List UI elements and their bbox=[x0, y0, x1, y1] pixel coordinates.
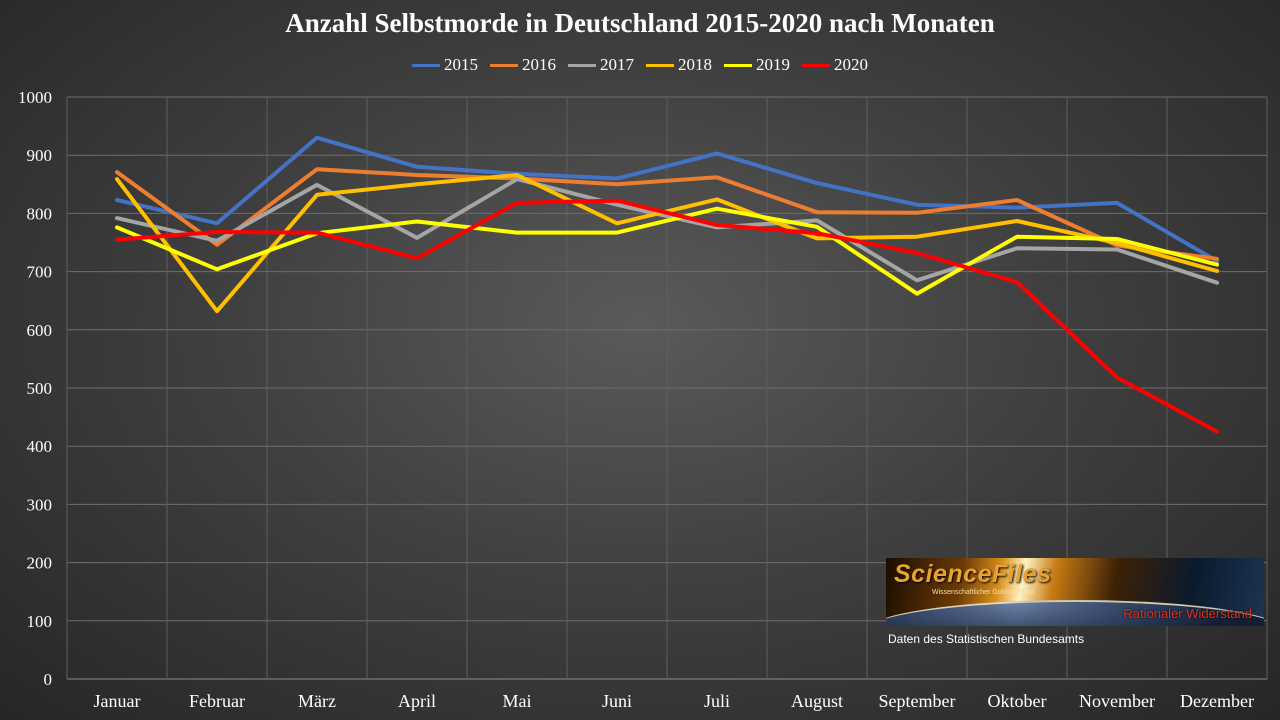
y-tick-label: 900 bbox=[27, 146, 53, 165]
x-tick-label: August bbox=[791, 691, 843, 711]
legend-label: 2017 bbox=[600, 55, 634, 74]
y-tick-label: 600 bbox=[27, 321, 53, 340]
x-tick-label: Januar bbox=[94, 691, 141, 711]
logo-tagline: Wissenschaftlicher Goldstandard bbox=[932, 589, 1035, 596]
x-tick-label: April bbox=[398, 691, 436, 711]
logo-wordmark: ScienceFiles bbox=[894, 560, 1052, 588]
y-tick-label: 700 bbox=[27, 263, 53, 282]
legend-label: 2019 bbox=[756, 55, 790, 74]
series-lines bbox=[115, 135, 1219, 434]
legend-swatch bbox=[568, 63, 596, 67]
x-axis: Januar Februar März April Mai Juni Juli August S… bbox=[94, 691, 1254, 711]
x-tick-label: Februar bbox=[189, 691, 245, 711]
x-tick-label: Juni bbox=[602, 691, 632, 711]
legend-swatch bbox=[724, 63, 752, 67]
legend-label: 2015 bbox=[444, 55, 478, 74]
legend-swatch bbox=[412, 63, 440, 67]
legend-item-2017: 2017 bbox=[568, 55, 634, 75]
y-tick-label: 500 bbox=[27, 379, 53, 398]
y-tick-label: 1000 bbox=[18, 88, 52, 107]
y-axis: 0 100 200 300 400 500 600 700 800 900 1000 bbox=[18, 88, 52, 689]
series-line-2016 bbox=[115, 167, 1219, 261]
x-tick-label: März bbox=[298, 691, 336, 711]
legend-item-2015: 2015 bbox=[412, 55, 478, 75]
chart-legend: 2015 2016 2017 2018 2019 2020 bbox=[0, 55, 1280, 75]
legend-swatch bbox=[802, 63, 830, 67]
source-note: Daten des Statistischen Bundesamts bbox=[888, 632, 1085, 646]
chart-title: Anzahl Selbstmorde in Deutschland 2015-2… bbox=[285, 8, 995, 38]
x-tick-label: Oktober bbox=[988, 691, 1047, 711]
legend-label: 2018 bbox=[678, 55, 712, 74]
y-tick-label: 800 bbox=[27, 204, 53, 223]
legend-swatch bbox=[646, 63, 674, 67]
y-tick-label: 0 bbox=[44, 670, 53, 689]
legend-item-2020: 2020 bbox=[802, 55, 868, 75]
x-tick-label: Dezember bbox=[1180, 691, 1254, 711]
legend-item-2018: 2018 bbox=[646, 55, 712, 75]
x-tick-label: September bbox=[879, 691, 956, 711]
x-tick-label: Juli bbox=[704, 691, 730, 711]
y-tick-label: 300 bbox=[27, 495, 53, 514]
y-tick-label: 100 bbox=[27, 612, 53, 631]
legend-label: 2016 bbox=[522, 55, 556, 74]
legend-swatch bbox=[490, 63, 518, 67]
legend-item-2016: 2016 bbox=[490, 55, 556, 75]
legend-item-2019: 2019 bbox=[724, 55, 790, 75]
x-tick-label: November bbox=[1079, 691, 1155, 711]
sciencefiles-logo: ScienceFiles Wissenschaftlicher Goldstan… bbox=[886, 558, 1264, 626]
legend-label: 2020 bbox=[834, 55, 868, 74]
logo-slogan: Rationaler Widerstand bbox=[1123, 606, 1252, 621]
y-tick-label: 200 bbox=[27, 554, 53, 573]
x-tick-label: Mai bbox=[503, 691, 532, 711]
series-line-2019 bbox=[115, 206, 1219, 296]
y-tick-label: 400 bbox=[27, 437, 53, 456]
series-line-2020 bbox=[115, 198, 1219, 434]
series-line-2017 bbox=[115, 177, 1219, 285]
